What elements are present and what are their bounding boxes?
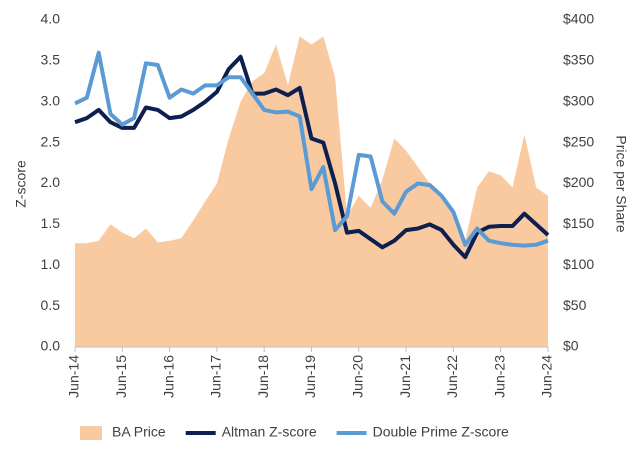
y2-tick-label: $400 [563,11,594,27]
legend-label: Altman Z-score [222,424,317,440]
x-tick-label: Jun-24 [539,355,555,398]
line [74,54,550,260]
y-axis-label: Z-score [13,160,29,208]
y2-tick-label: $250 [563,133,594,149]
x-tick-label: Jun-21 [397,355,413,398]
y2-tick-label: $350 [563,52,594,68]
x-tick-label: Jun-20 [350,355,366,398]
x-tick-label: Jun-19 [302,355,318,398]
y2-tick-label: $150 [563,215,594,231]
y-tick-label: 4.0 [41,11,61,27]
legend-label: Double Prime Z-score [373,424,509,440]
x-tick-label: Jun-22 [444,355,460,398]
y-tick-label: 0.5 [41,297,61,313]
x-tick-label: Jun-18 [255,355,271,398]
y2-axis-label: Price per Share [613,135,629,232]
y2-tick-label: $100 [563,256,594,272]
y-tick-label: 3.0 [41,92,61,108]
x-tick-label: Jun-23 [491,355,507,398]
y2-tick-label: $300 [563,92,594,108]
y-tick-label: 3.5 [41,52,61,68]
y-tick-label: 0.0 [41,338,61,354]
y-tick-label: 2.0 [41,174,61,190]
x-tick-label: Jun-15 [113,355,129,398]
y-tick-label: 1.0 [41,256,61,272]
legend-swatch [80,426,102,440]
area [75,36,548,348]
x-tick-label: Jun-14 [66,355,82,398]
y2-tick-label: $50 [563,297,587,313]
x-tick-label: Jun-16 [160,355,176,398]
y2-tick-label: $200 [563,174,594,190]
line [74,50,549,248]
y-tick-label: 2.5 [41,133,61,149]
legend-label: BA Price [112,424,166,440]
x-tick-label: Jun-17 [208,355,224,398]
y2-tick-label: $0 [563,338,579,354]
y-tick-label: 1.5 [41,215,61,231]
